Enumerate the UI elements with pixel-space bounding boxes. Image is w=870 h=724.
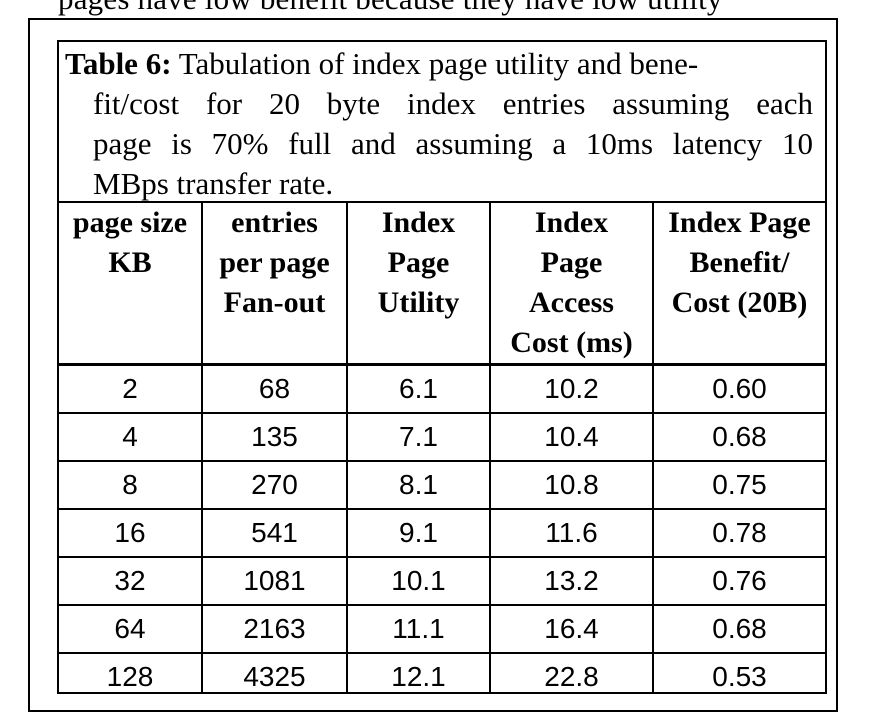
cell-page-size: 4 (59, 413, 203, 462)
header-index-page-access-cost: Index Page Access Cost (ms) (490, 203, 654, 366)
table-row: 64 2163 11.1 16.4 0.68 (59, 605, 825, 654)
caption-line-4: MBps transfer rate. (93, 166, 334, 201)
cell-utility: 12.1 (347, 653, 491, 692)
cell-benefit-cost: 0.78 (653, 509, 825, 558)
cell-page-size: 16 (59, 509, 203, 558)
header-index-page-utility: Index Page Utility (347, 203, 491, 366)
table-row: 16 541 9.1 11.6 0.78 (59, 509, 825, 558)
header-entries-per-page: entries per page Fan-out (202, 203, 348, 366)
cell-utility: 9.1 (347, 509, 491, 558)
cell-page-size: 8 (59, 461, 203, 510)
cell-entries: 1081 (202, 557, 348, 606)
cell-access-cost: 22.8 (490, 653, 654, 692)
cell-entries: 135 (202, 413, 348, 462)
cell-page-size: 128 (59, 653, 203, 692)
cell-utility: 8.1 (347, 461, 491, 510)
cell-access-cost: 10.8 (490, 461, 654, 510)
cell-entries: 541 (202, 509, 348, 558)
cell-utility: 6.1 (347, 364, 491, 414)
table-row: 32 1081 10.1 13.2 0.76 (59, 557, 825, 606)
cell-utility: 7.1 (347, 413, 491, 462)
table-outer-frame (28, 18, 838, 712)
cell-access-cost: 10.4 (490, 413, 654, 462)
cell-benefit-cost: 0.53 (712, 661, 767, 692)
cell-benefit-cost: 0.76 (653, 557, 825, 606)
table-row: 128 4325 12.1 22.8 0.53 (59, 653, 825, 692)
cell-page-size: 32 (59, 557, 203, 606)
table-row: 2 68 6.1 10.2 0.60 (59, 364, 825, 414)
table-caption: Table 6: Tabulation of index page utilit… (59, 42, 825, 203)
cell-page-size: 2 (59, 364, 203, 414)
cell-access-cost: 10.2 (490, 364, 654, 414)
cell-benefit-cost: 0.68 (653, 605, 825, 654)
cell-access-cost: 11.6 (490, 509, 654, 558)
cell-page-size: 64 (59, 605, 203, 654)
caption-line-1: Table 6: Tabulation of index page utilit… (65, 46, 699, 81)
caption-label: Table 6: (65, 46, 172, 81)
cell-entries: 68 (202, 364, 348, 414)
cell-benefit-cost: 0.68 (653, 413, 825, 462)
header-row: page size KB entries per page Fan-out In… (59, 203, 825, 366)
data-table: page size KB entries per page Fan-out In… (59, 203, 825, 692)
cell-access-cost: 16.4 (490, 605, 654, 654)
caption-line-2: fit/cost for 20 byte index entries assum… (93, 86, 813, 121)
caption-line-3: page is 70% full and assuming a 10ms lat… (93, 126, 813, 161)
cell-access-cost: 13.2 (490, 557, 654, 606)
cell-entries: 270 (202, 461, 348, 510)
cell-benefit-cost: 0.75 (653, 461, 825, 510)
cell-entries: 2163 (202, 605, 348, 654)
cell-entries: 4325 (202, 653, 348, 692)
header-page-size: page size KB (59, 203, 203, 366)
table-row: 4 135 7.1 10.4 0.68 (59, 413, 825, 462)
table-6: Table 6: Tabulation of index page utilit… (57, 40, 827, 694)
table-row: 8 270 8.1 10.8 0.75 (59, 461, 825, 510)
cell-benefit-cost: 0.60 (653, 364, 825, 414)
cell-utility: 10.1 (347, 557, 491, 606)
cell-utility: 11.1 (347, 605, 491, 654)
header-index-page-benefit-cost: Index Page Benefit/ Cost (20B) (653, 203, 825, 366)
